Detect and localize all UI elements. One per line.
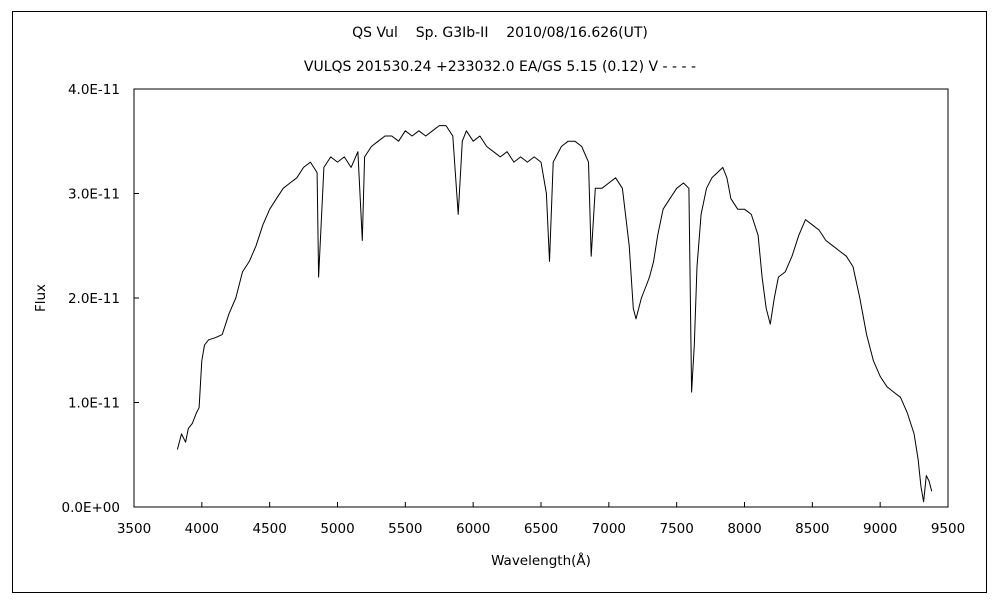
x-tick-label: 3500 (117, 521, 151, 537)
y-axis-label: Flux (33, 284, 49, 312)
y-tick-label: 4.0E-11 (68, 82, 120, 98)
x-tick-label: 5000 (320, 521, 354, 537)
spectrum-line (176, 125, 933, 503)
y-axis: 0.0E+00 1.0E-11 2.0E-11 3.0E-11 4.0E-11 (62, 82, 139, 516)
x-tick-label: 7500 (659, 521, 693, 537)
y-tick-label: 3.0E-11 (68, 187, 120, 203)
plot-area (133, 88, 949, 508)
x-tick-label: 5500 (388, 521, 422, 537)
x-tick-label: 9500 (931, 521, 965, 537)
x-tick-label: 8000 (727, 521, 761, 537)
y-tick-label: 1.0E-11 (68, 396, 120, 412)
x-tick-label: 4000 (185, 521, 219, 537)
x-axis-label: Wavelength(Å) (491, 552, 591, 569)
x-tick-label: 8500 (795, 521, 829, 537)
x-axis: 3500 4000 4500 5000 5500 6000 6500 7000 7500 8000… (117, 502, 965, 537)
x-tick-label: 6500 (524, 521, 558, 537)
chart-title: QS Vul Sp. G3Ib-II 2010/08/16.626(UT) (352, 25, 648, 41)
y-tick-label: 2.0E-11 (68, 291, 120, 307)
y-tick-label: 0.0E+00 (62, 500, 121, 516)
x-tick-label: 4500 (252, 521, 286, 537)
chart-frame (12, 11, 987, 593)
series-layer (176, 125, 933, 503)
x-tick-label: 6000 (456, 521, 490, 537)
chart-subtitle: VULQS 201530.24 +233032.0 EA/GS 5.15 (0.… (303, 59, 697, 75)
x-tick-label: 7000 (592, 521, 626, 537)
x-tick-label: 9000 (863, 521, 897, 537)
